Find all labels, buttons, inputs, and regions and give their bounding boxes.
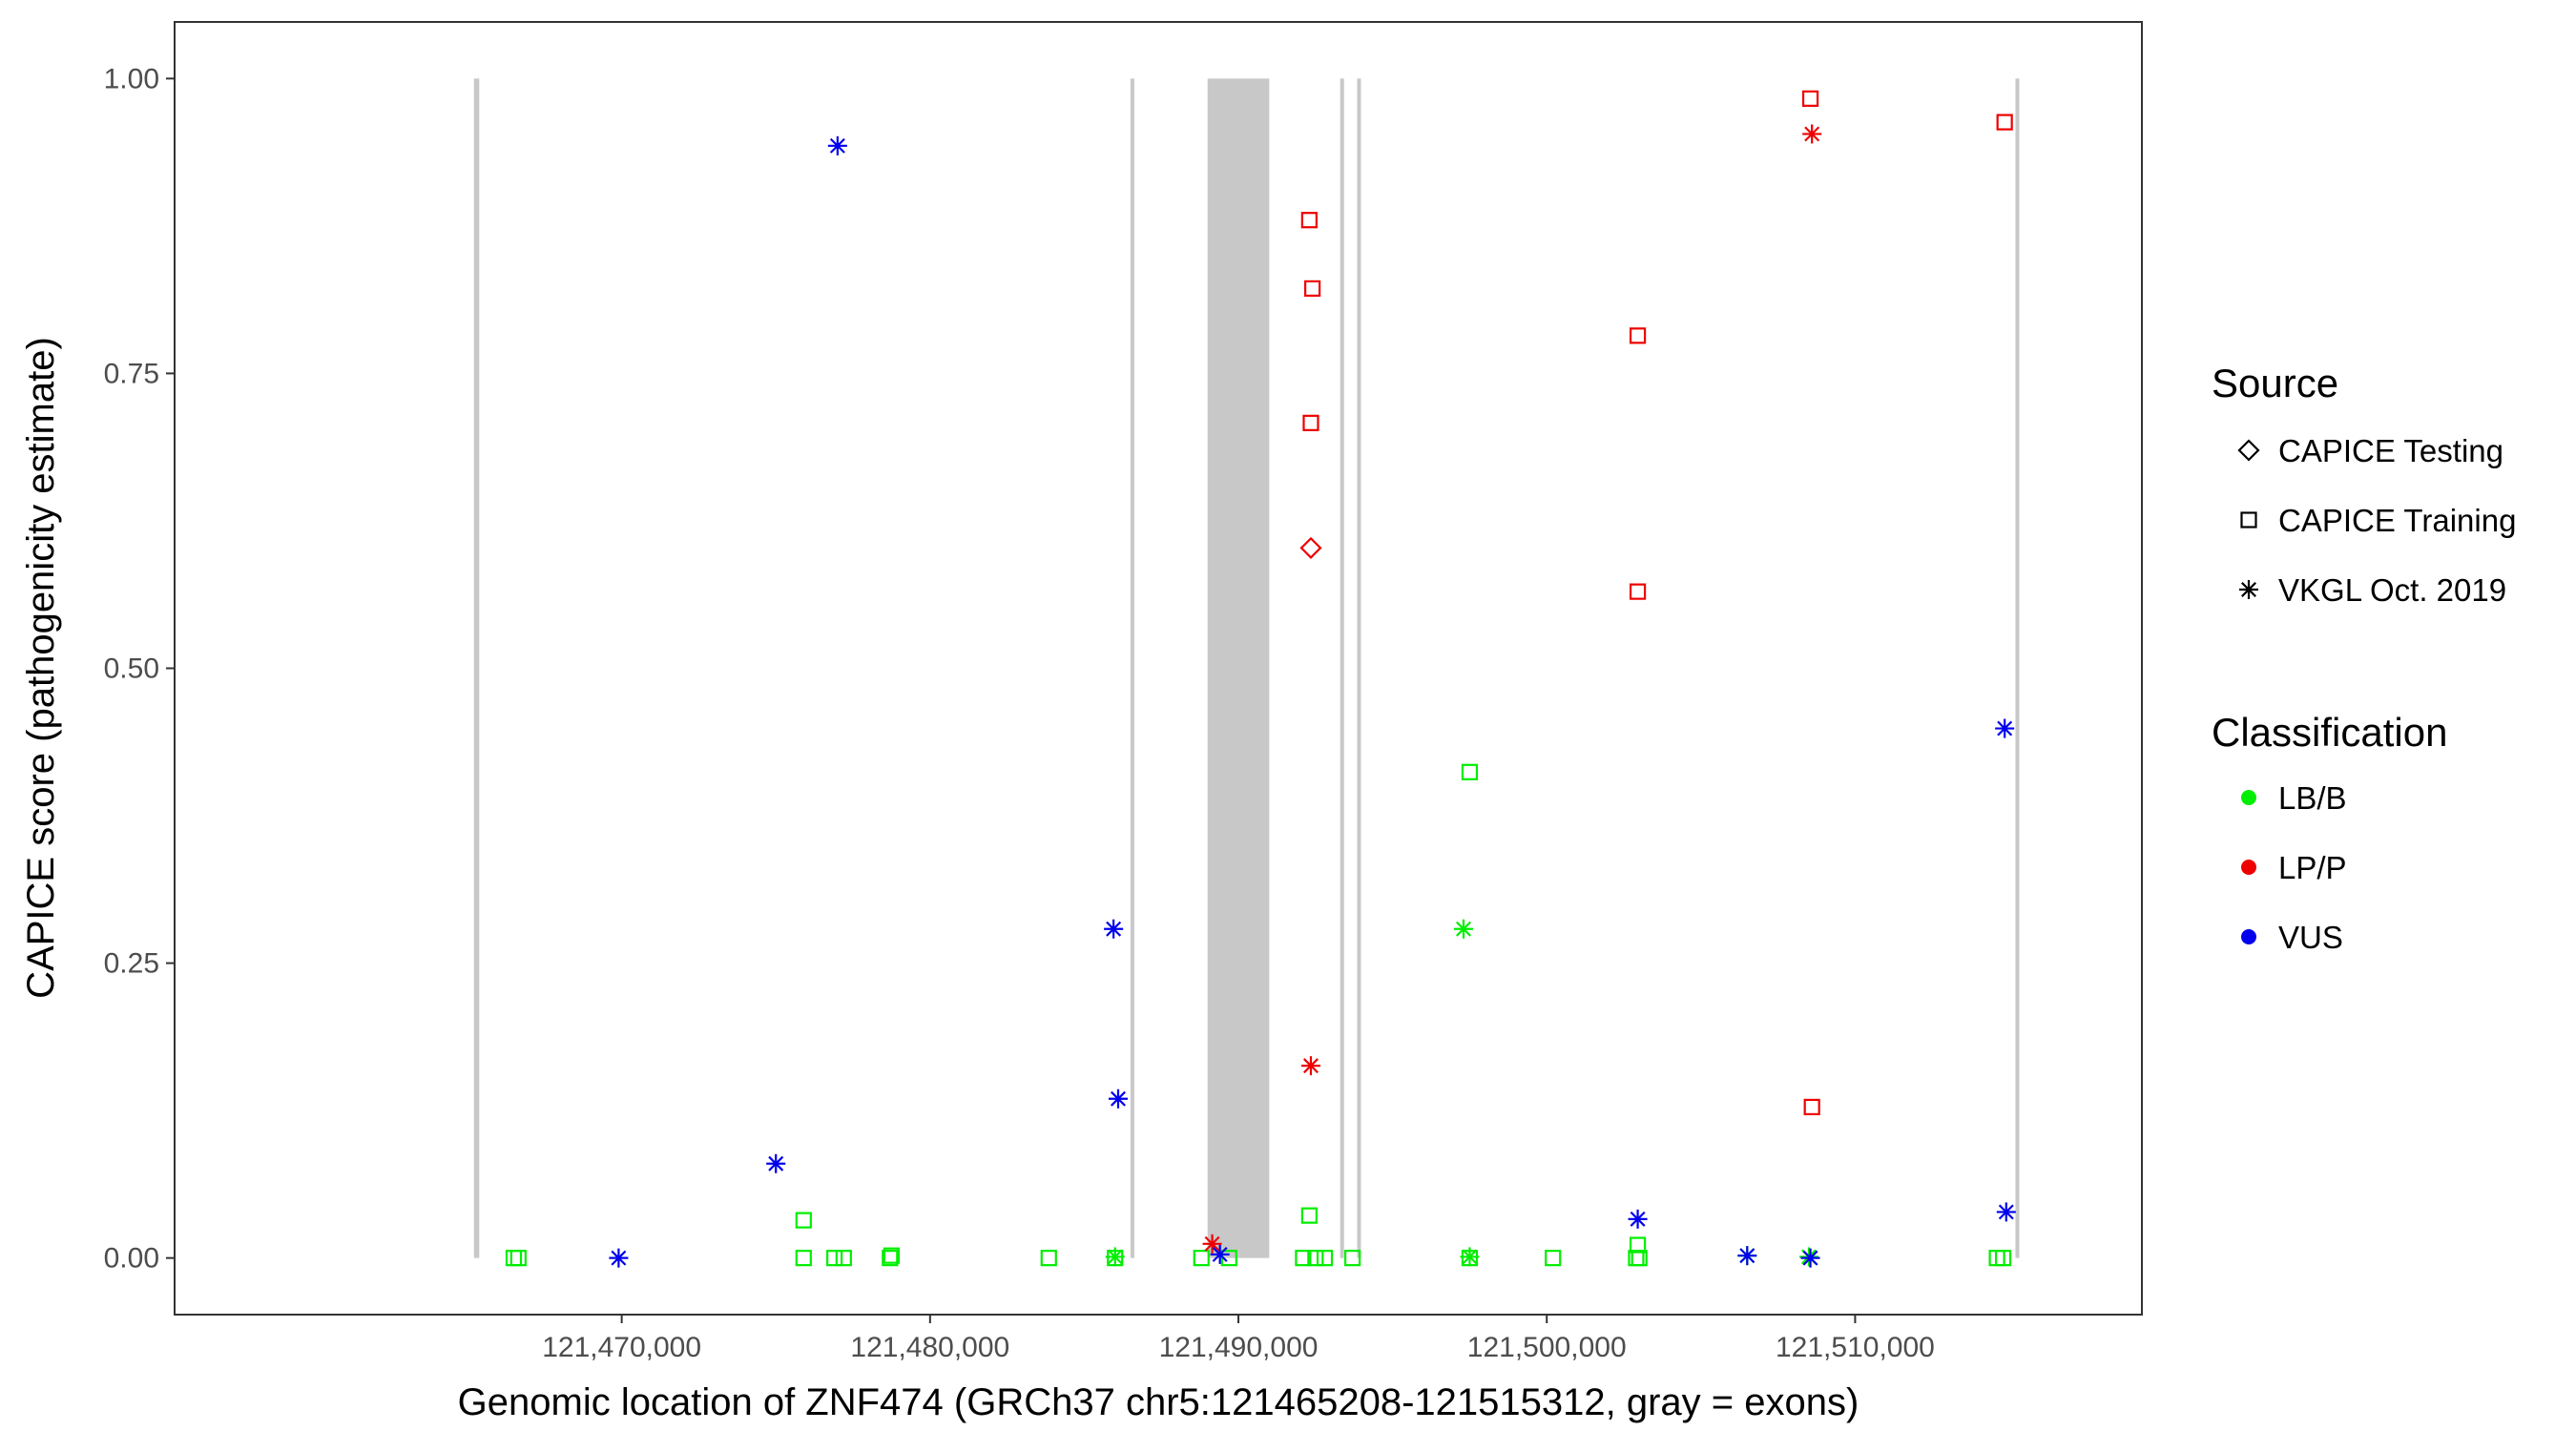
data-point	[1628, 1209, 1648, 1229]
x-tick-label: 121,510,000	[1776, 1332, 1935, 1363]
x-tick-label: 121,480,000	[850, 1332, 1009, 1363]
exon-band	[1207, 78, 1270, 1258]
data-point	[1344, 1250, 1361, 1267]
data-point	[1996, 114, 2013, 131]
legend-source: Source CAPICE Testing CAPICE Training VKGL…	[2212, 361, 2516, 608]
legend-source-title: Source	[2212, 361, 2338, 405]
data-point	[1461, 763, 1479, 780]
y-tick-label: 0.75	[104, 358, 159, 389]
data-point	[609, 1248, 629, 1268]
x-tick-label: 121,490,000	[1159, 1332, 1319, 1363]
data-point	[1995, 718, 2015, 738]
exon-band	[473, 78, 480, 1258]
data-point	[1104, 919, 1124, 939]
legend-key-dot	[2241, 929, 2256, 944]
data-point	[1996, 1202, 2016, 1222]
data-point	[1631, 1250, 1648, 1267]
legend-key-dot	[2241, 860, 2256, 875]
x-tick-label: 121,470,000	[542, 1332, 701, 1363]
data-point	[1300, 1207, 1318, 1224]
data-point	[1802, 124, 1822, 144]
legend-classification: Classification LB/B LP/P VUS	[2212, 710, 2447, 955]
data-point	[1800, 1248, 1820, 1268]
data-point	[1295, 1250, 1312, 1267]
data-point	[1202, 1234, 1222, 1254]
data-point	[1994, 1250, 2012, 1267]
data-point	[1302, 414, 1319, 431]
legend-source-label: CAPICE Testing	[2278, 433, 2503, 468]
data-point	[827, 135, 847, 156]
data-point	[1316, 1250, 1334, 1267]
data-point	[1108, 1089, 1128, 1109]
x-axis: 121,470,000 121,480,000 121,490,000 121,500…	[542, 1315, 1935, 1363]
x-tick-label: 121,500,000	[1467, 1332, 1627, 1363]
data-point	[882, 1250, 899, 1267]
data-point	[1307, 1250, 1324, 1267]
data-point	[1629, 583, 1647, 600]
exon-band	[2015, 78, 2020, 1258]
data-point	[835, 1250, 852, 1267]
data-point	[1629, 1236, 1647, 1254]
data-point	[509, 1250, 527, 1267]
y-tick-label: 0.50	[104, 653, 159, 685]
exon-band-layer	[473, 78, 2020, 1258]
legend-classification-label: VUS	[2278, 920, 2343, 955]
y-tick-label: 0.25	[104, 948, 159, 980]
data-points-layer	[505, 90, 2016, 1268]
legend-key-asterisk	[2239, 580, 2258, 599]
data-point	[1453, 919, 1473, 939]
data-point	[826, 1250, 843, 1267]
data-point	[795, 1250, 812, 1267]
legend-source-label: CAPICE Training	[2278, 503, 2516, 538]
data-point	[1300, 212, 1318, 229]
legend-key-square	[2240, 511, 2257, 529]
legend-key-dot	[2241, 790, 2256, 805]
data-point	[795, 1212, 812, 1229]
legend-classification-label: LB/B	[2278, 780, 2347, 816]
data-point	[1460, 1247, 1480, 1267]
data-point	[1300, 1056, 1320, 1076]
data-point	[1803, 1098, 1820, 1116]
y-tick-label: 1.00	[104, 63, 159, 94]
data-point	[1299, 536, 1322, 559]
data-point	[1801, 90, 1819, 107]
data-point	[1210, 1244, 1230, 1264]
data-point	[1629, 327, 1647, 344]
legend-key-diamond	[2237, 439, 2260, 462]
plot-panel-border	[174, 21, 2143, 1316]
data-point	[505, 1250, 523, 1267]
exon-band	[1340, 78, 1344, 1258]
data-point	[1545, 1250, 1562, 1267]
data-point	[1040, 1250, 1057, 1267]
legend-classification-label: LP/P	[2278, 850, 2347, 885]
data-point	[1193, 1250, 1210, 1267]
legend-source-label: VKGL Oct. 2019	[2278, 572, 2506, 608]
x-axis-title: Genomic location of ZNF474 (GRCh37 chr5:…	[458, 1381, 1859, 1423]
y-axis: 0.00 0.25 0.50 0.75 1.00	[104, 63, 175, 1275]
exon-band	[1130, 78, 1134, 1258]
data-point	[766, 1153, 786, 1173]
exon-band	[1357, 78, 1361, 1258]
y-axis-title: CAPICE score (pathogenicity estimate)	[20, 337, 62, 999]
y-tick-label: 0.00	[104, 1243, 159, 1275]
data-point	[1303, 280, 1321, 298]
legend-classification-title: Classification	[2212, 710, 2447, 755]
data-point	[1105, 1247, 1125, 1267]
data-point	[1737, 1246, 1757, 1266]
data-point	[883, 1247, 901, 1264]
